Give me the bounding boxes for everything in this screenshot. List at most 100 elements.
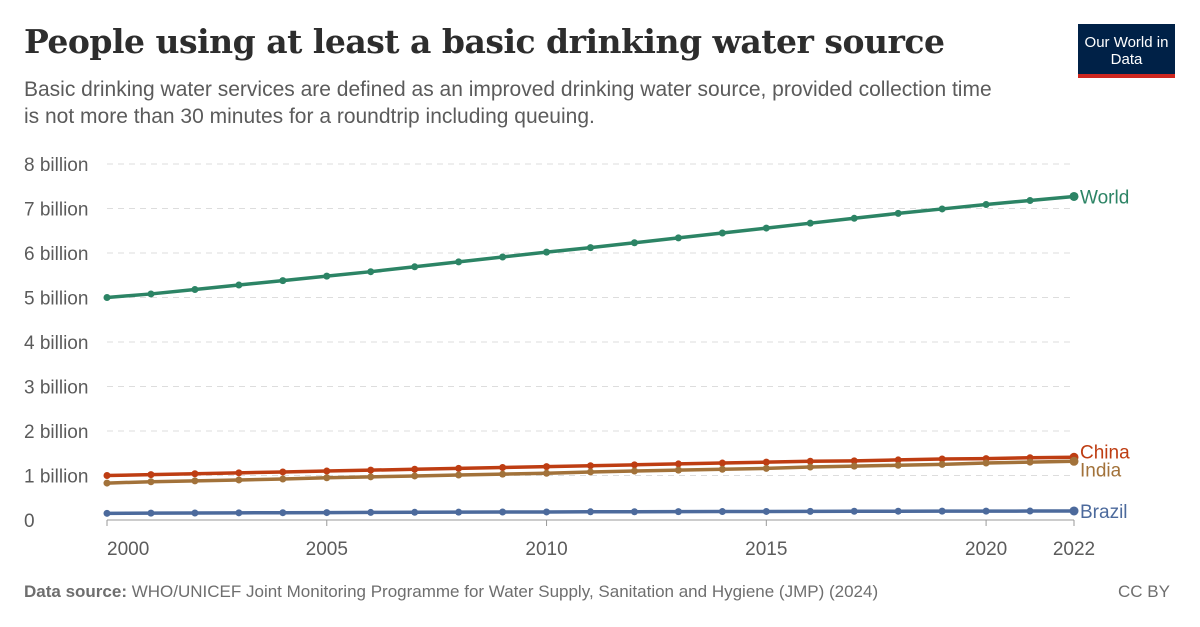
data-point-brazil (674, 508, 682, 516)
y-tick-label: 2 billion (24, 422, 88, 443)
data-point-world (543, 248, 551, 256)
data-point-world (323, 272, 331, 280)
data-point-india (103, 479, 111, 487)
data-point-world (455, 258, 463, 266)
x-tick-label: 2010 (525, 539, 567, 560)
data-point-brazil (103, 509, 111, 517)
y-tick-label: 4 billion (24, 333, 88, 354)
data-point-china (411, 465, 419, 473)
data-point-brazil (191, 509, 199, 517)
data-point-brazil (279, 509, 287, 517)
data-point-brazil (147, 509, 155, 517)
data-point-india (1026, 458, 1034, 466)
data-point-brazil (850, 507, 858, 515)
x-tick-label: 2000 (107, 539, 149, 560)
data-point-india (367, 473, 375, 481)
data-point-india (499, 470, 507, 478)
data-point-world (1026, 196, 1034, 204)
data-point-brazil (499, 508, 507, 516)
data-point-india (718, 465, 726, 473)
data-point-india (323, 474, 331, 482)
owid-logo[interactable]: Our World in Data (1078, 24, 1175, 78)
y-tick-label: 5 billion (24, 289, 88, 310)
data-point-world (630, 239, 638, 247)
data-point-world (938, 205, 946, 213)
data-point-china (367, 466, 375, 474)
data-point-brazil (718, 508, 726, 516)
data-point-india (147, 478, 155, 486)
x-tick-label: 2022 (1053, 539, 1095, 560)
data-point-world (103, 294, 111, 301)
data-point-china (543, 463, 551, 471)
data-point-china (850, 457, 858, 465)
series-label-india: India (1080, 460, 1122, 481)
series-label-world: World (1080, 187, 1129, 208)
data-point-china (235, 469, 243, 477)
data-point-india (1069, 456, 1079, 466)
data-point-china (103, 472, 111, 479)
source-label: Data source: (24, 582, 127, 601)
x-tick-label: 2020 (965, 539, 1007, 560)
y-tick-label: 1 billion (24, 467, 88, 488)
data-point-world (674, 234, 682, 242)
y-tick-label: 6 billion (24, 244, 88, 265)
data-point-world (1069, 191, 1079, 201)
data-point-india (982, 459, 990, 467)
data-point-world (147, 290, 155, 298)
series-label-china: China (1080, 442, 1130, 463)
chart-subtitle: Basic drinking water services are define… (24, 78, 992, 128)
data-point-brazil (1026, 507, 1034, 515)
data-point-world (235, 281, 243, 289)
data-point-india (235, 476, 243, 484)
data-point-brazil (938, 507, 946, 515)
data-point-china (762, 458, 770, 466)
data-point-china (674, 460, 682, 468)
data-point-world (367, 268, 375, 276)
data-point-brazil (543, 508, 551, 516)
data-point-world (587, 244, 594, 252)
data-point-china (499, 463, 507, 471)
data-point-brazil (455, 508, 463, 516)
data-point-brazil (323, 509, 331, 517)
data-point-india (894, 461, 902, 469)
data-point-brazil (367, 508, 375, 516)
y-tick-label: 0 (24, 511, 35, 532)
data-point-world (982, 200, 990, 208)
data-point-brazil (630, 508, 638, 516)
chart-title: People using at least a basic drinking w… (24, 22, 945, 61)
data-point-world (850, 214, 858, 222)
data-point-world (499, 253, 507, 261)
y-tick-label: 7 billion (24, 200, 88, 221)
data-point-world (411, 263, 419, 271)
source-text[interactable]: WHO/UNICEF Joint Monitoring Programme fo… (131, 582, 879, 601)
data-point-world (806, 219, 814, 227)
data-point-india (674, 466, 682, 474)
data-point-brazil (762, 507, 770, 515)
data-point-india (543, 469, 551, 477)
data-point-india (587, 468, 594, 476)
data-point-brazil (806, 507, 814, 515)
data-point-brazil (1069, 506, 1079, 516)
x-tick-label: 2005 (306, 539, 348, 560)
data-point-brazil (894, 507, 902, 515)
data-point-china (938, 455, 946, 463)
data-point-china (894, 456, 902, 464)
data-point-china (630, 461, 638, 469)
data-point-india (938, 460, 946, 468)
data-point-india (806, 463, 814, 471)
data-point-world (718, 229, 726, 237)
data-point-world (279, 277, 287, 285)
license[interactable]: CC BY (1118, 582, 1170, 601)
data-point-india (630, 467, 638, 475)
data-point-china (455, 464, 463, 472)
data-point-india (279, 475, 287, 483)
y-tick-label: 3 billion (24, 378, 88, 399)
data-point-china (279, 468, 287, 476)
data-point-brazil (411, 508, 419, 516)
y-tick-label: 8 billion (24, 155, 88, 176)
data-point-brazil (587, 508, 594, 516)
data-source: Data source: WHO/UNICEF Joint Monitoring… (24, 582, 878, 602)
data-point-india (411, 472, 419, 480)
